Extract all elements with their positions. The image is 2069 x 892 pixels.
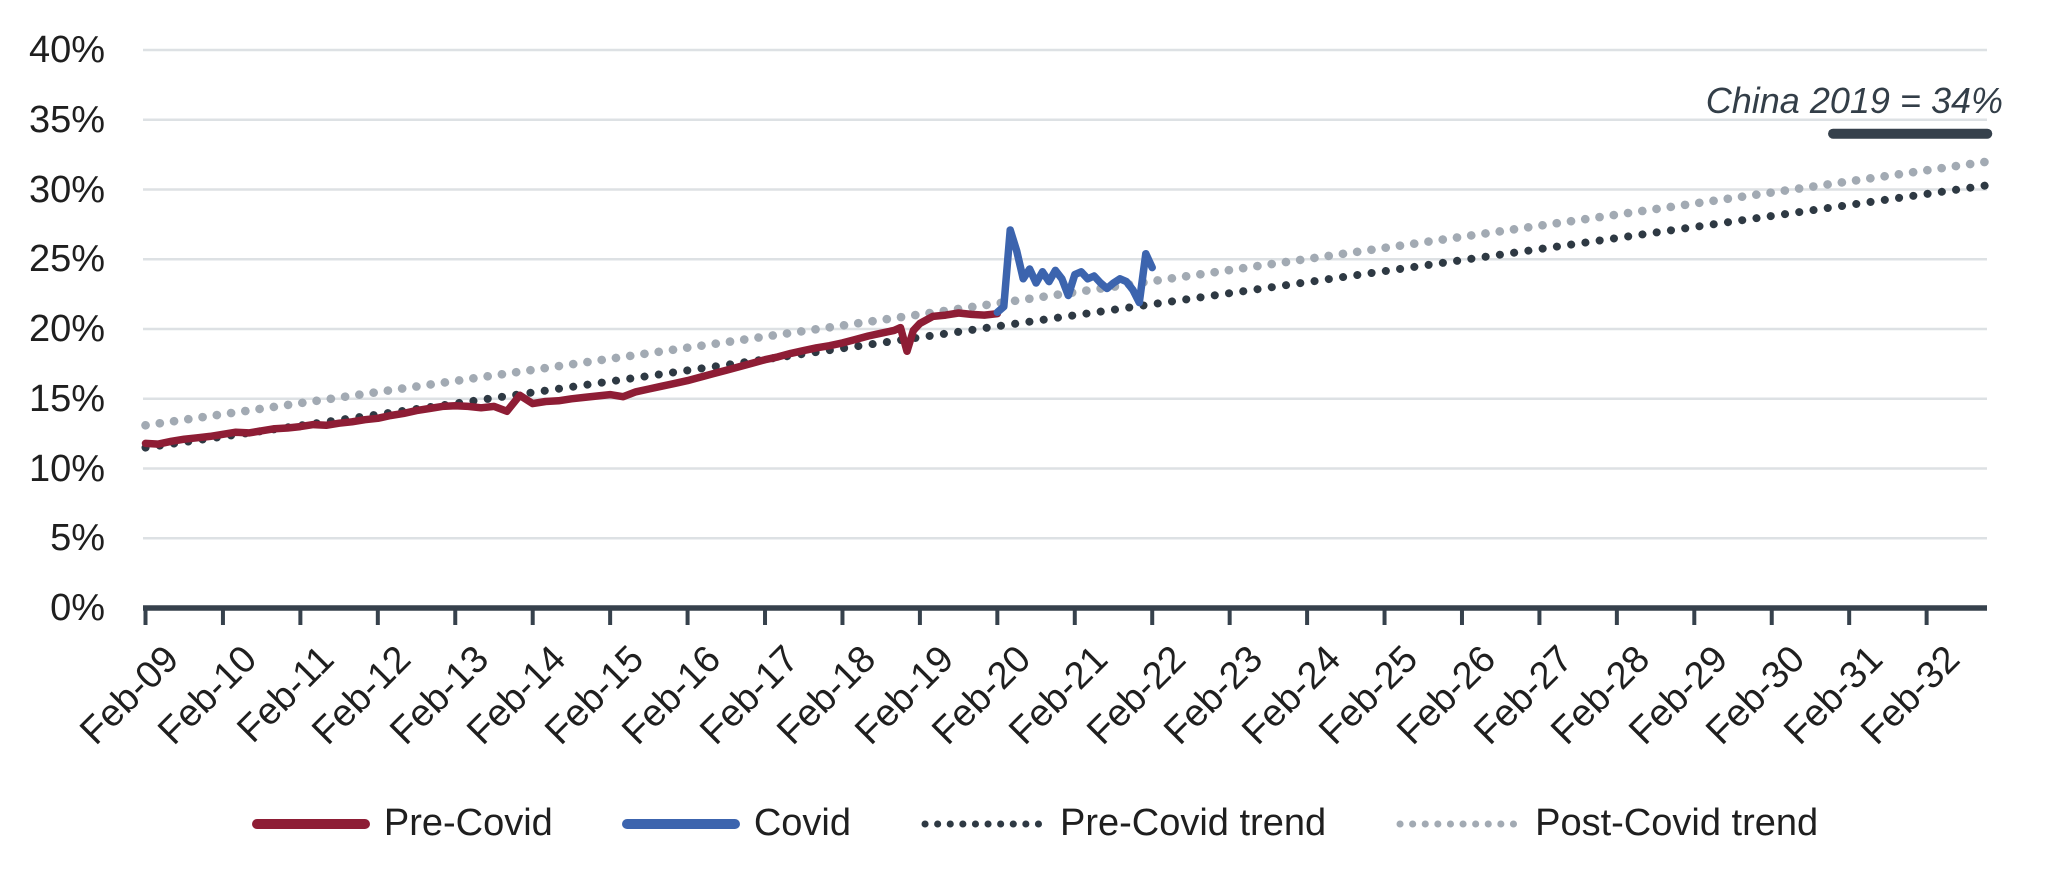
china-2019-annotation: China 2019 = 34% — [1705, 80, 2003, 121]
post-covid-trend-swatch — [1396, 820, 1520, 827]
y-axis-tick-label: 35% — [28, 98, 105, 141]
legend-label: Covid — [753, 802, 851, 844]
legend-item-covid: Covid — [621, 802, 851, 845]
y-axis-tick-label: 0% — [50, 587, 105, 629]
y-axis-tick-label: 25% — [28, 238, 105, 281]
pre-covid-line — [141, 309, 1002, 448]
y-axis-tick-label: 10% — [28, 447, 105, 490]
legend-label: Pre-Covid trend — [1059, 802, 1327, 844]
y-axis-tick-label: 20% — [28, 308, 105, 350]
pre-covid-trend-swatch — [921, 820, 1045, 827]
covid-line-swatch — [621, 818, 740, 829]
pre-covid-line-swatch — [251, 818, 370, 829]
y-axis-tick-label: 15% — [28, 377, 105, 420]
legend-item-post-covid-trend: Post-Covid trend — [1394, 802, 1818, 845]
covid-line — [993, 226, 1156, 317]
y-axis-tick-label: 30% — [28, 168, 105, 211]
legend-item-pre-covid-trend: Pre-Covid trend — [919, 802, 1326, 845]
y-axis-tick-label: 5% — [50, 517, 105, 560]
legend-label: Post-Covid trend — [1535, 802, 1819, 844]
legend-label: Pre-Covid — [383, 802, 553, 844]
y-axis-tick-label: 40% — [28, 29, 105, 71]
legend-item-pre-covid: Pre-Covid — [251, 802, 553, 845]
legend: Pre-Covid Covid Pre-Covid trend Post-Cov… — [0, 802, 2069, 845]
